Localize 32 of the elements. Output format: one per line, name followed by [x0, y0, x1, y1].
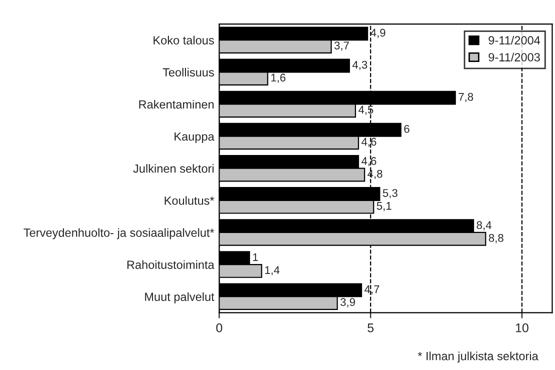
y-tick-label: Rahoitustoiminta: [127, 260, 214, 269]
y-tick-label: Muut palvelut: [145, 292, 214, 304]
legend-label: 9-11/2004: [488, 36, 540, 45]
data-label: 1: [253, 253, 258, 262]
data-label: 5,1: [376, 202, 392, 212]
data-label: 4,8: [368, 170, 382, 180]
data-label: 4,5: [358, 106, 374, 115]
data-label: 4,3: [352, 60, 368, 70]
x-tick-label: 10: [516, 323, 528, 332]
data-label: 6: [404, 124, 410, 133]
x-tick-label: 0: [216, 323, 222, 332]
data-label: 3,9: [340, 298, 355, 308]
data-label: 8,4: [476, 221, 492, 230]
y-tick-label: Rakentaminen: [139, 100, 214, 109]
y-tick-label: Kauppa: [174, 132, 214, 144]
text: * Ilman julkista sektoria: [418, 352, 538, 363]
x-tick-label: 5: [368, 324, 374, 332]
data-label: 1,4: [265, 266, 280, 276]
y-tick-label: Julkinen sektori: [133, 164, 214, 173]
data-label: 1,6: [271, 74, 286, 83]
data-label: 4,6: [362, 157, 376, 166]
data-label: 3,7: [334, 42, 349, 51]
y-tick-label: Terveydenhuolto- ja sosiaalipalvelut*: [24, 228, 214, 240]
data-label: 7,8: [458, 92, 474, 102]
data-label: 8,8: [488, 234, 504, 244]
legend-label: 9-11/2003: [488, 52, 540, 62]
data-label: 4,7: [364, 285, 380, 294]
data-label: 5,3: [382, 189, 398, 198]
y-tick-label: Koko talous: [154, 36, 214, 44]
y-tick-label: Koulutus*: [164, 196, 214, 205]
y-tick-label: Teollisuus: [162, 68, 214, 77]
data-label: 4,6: [362, 138, 376, 147]
